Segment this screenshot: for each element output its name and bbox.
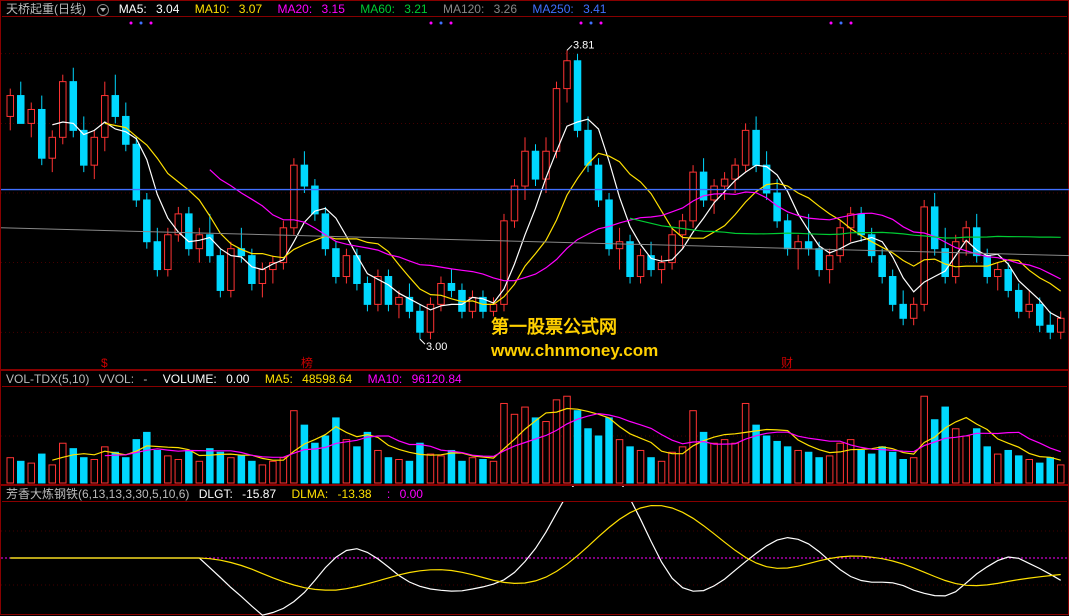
dlma-label: DLMA: -13.38 bbox=[292, 487, 378, 501]
svg-text:榜: 榜 bbox=[301, 355, 313, 370]
zero-label: : 0.00 bbox=[387, 487, 429, 501]
watermark-line1: 第一股票公式网 bbox=[491, 313, 658, 339]
price-panel: 天桥起重(日线) MA5: 3.04 MA10: 3.07 MA20: 3.15… bbox=[0, 0, 1069, 370]
ma20-label: MA20: 3.15 bbox=[277, 2, 350, 16]
ma5-label: MA5: 3.04 bbox=[119, 2, 186, 16]
ma250-label: MA250: 3.41 bbox=[532, 2, 612, 16]
indicator-panel: 芳香大炼钢铁(6,13,13,3,30,5,10,6) DLGT: -15.87… bbox=[0, 485, 1069, 615]
volume-panel: VOL-TDX(5,10) VVOL: - VOLUME: 0.00 MA5: … bbox=[0, 370, 1069, 485]
vvol-label: VVOL: - bbox=[99, 372, 154, 386]
svg-text:3.81: 3.81 bbox=[573, 39, 594, 51]
chart-root: 天桥起重(日线) MA5: 3.04 MA10: 3.07 MA20: 3.15… bbox=[0, 0, 1069, 615]
volume-header: VOL-TDX(5,10) VVOL: - VOLUME: 0.00 MA5: … bbox=[2, 372, 1067, 387]
stock-title: 天桥起重(日线) bbox=[6, 2, 86, 16]
volume-label: VOLUME: 0.00 bbox=[163, 372, 256, 386]
volume-chart[interactable] bbox=[1, 371, 1069, 486]
watermark-line2: www.chnmoney.com bbox=[491, 341, 658, 361]
indicator-chart[interactable] bbox=[1, 486, 1069, 616]
svg-text:3.00: 3.00 bbox=[426, 341, 447, 353]
price-header: 天桥起重(日线) MA5: 3.04 MA10: 3.07 MA20: 3.15… bbox=[2, 2, 1067, 17]
vol-ma5-label: MA5: 48598.64 bbox=[265, 372, 358, 386]
dlgt-label: DLGT: -15.87 bbox=[199, 487, 282, 501]
watermark: 第一股票公式网 www.chnmoney.com bbox=[491, 313, 658, 361]
svg-text:$: $ bbox=[101, 356, 108, 370]
ma120-label: MA120: 3.26 bbox=[443, 2, 523, 16]
ma10-label: MA10: 3.07 bbox=[195, 2, 268, 16]
indicator-header: 芳香大炼钢铁(6,13,13,3,30,5,10,6) DLGT: -15.87… bbox=[2, 487, 1067, 502]
vol-title: VOL-TDX(5,10) bbox=[6, 372, 89, 386]
ind-title: 芳香大炼钢铁(6,13,13,3,30,5,10,6) bbox=[6, 487, 189, 501]
svg-text:财: 财 bbox=[781, 356, 793, 370]
collapse-icon[interactable] bbox=[97, 4, 109, 16]
ma60-label: MA60: 3.21 bbox=[360, 2, 433, 16]
vol-ma10-label: MA10: 96120.84 bbox=[368, 372, 468, 386]
